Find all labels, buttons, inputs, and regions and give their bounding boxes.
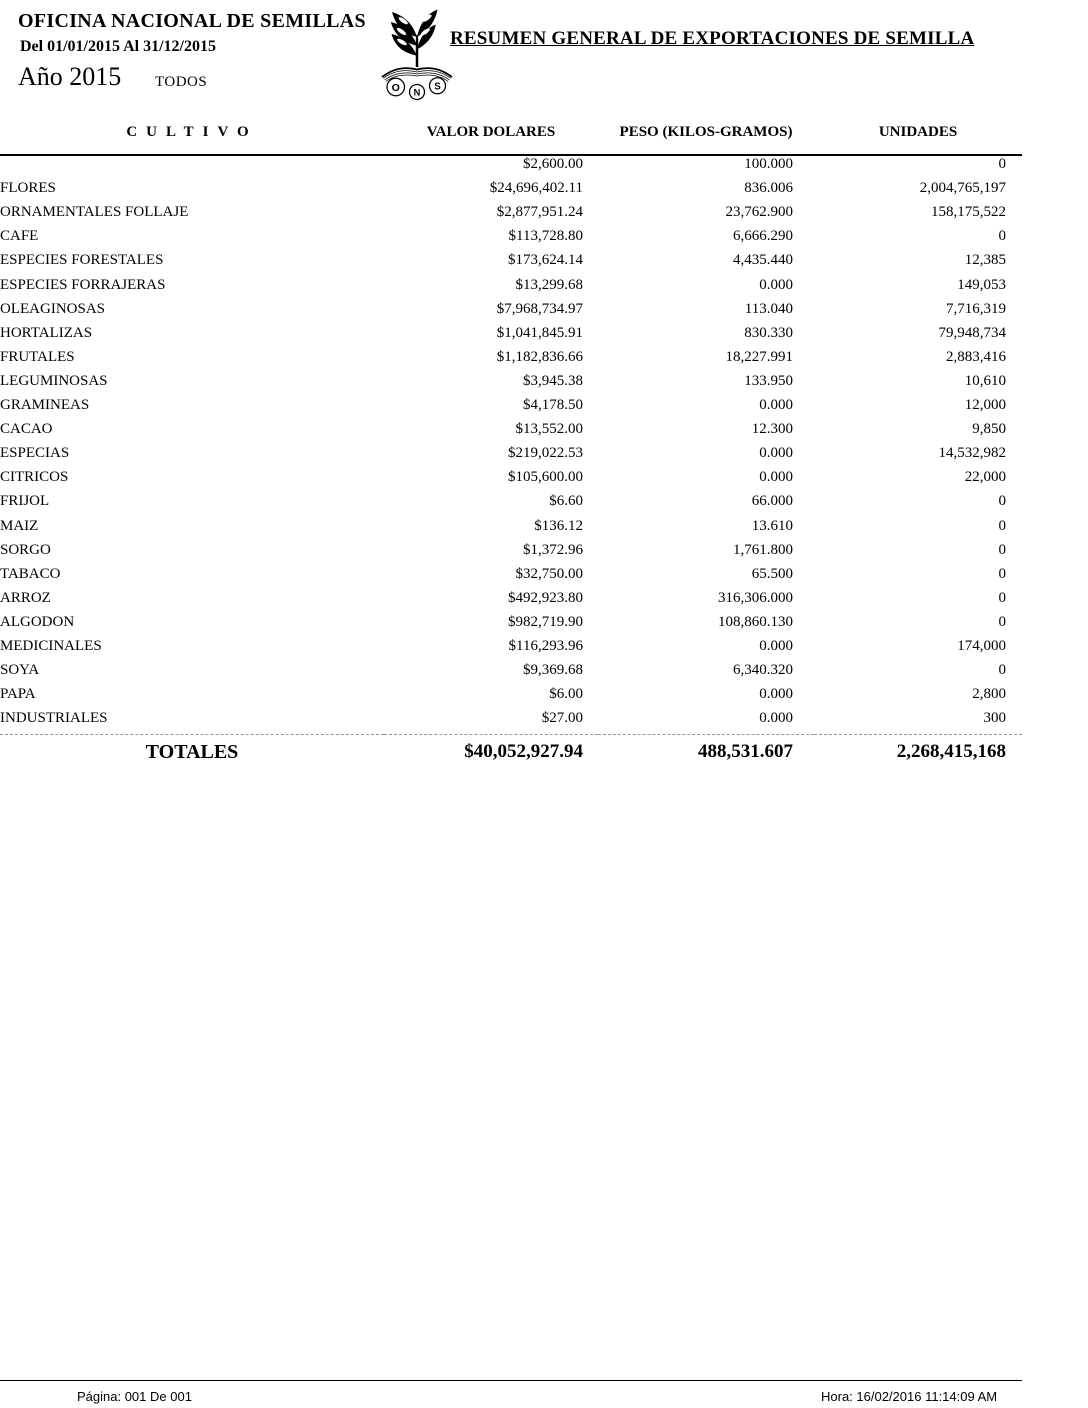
svg-text:O: O [392,82,400,94]
svg-text:S: S [434,81,441,92]
svg-text:N: N [414,88,421,98]
